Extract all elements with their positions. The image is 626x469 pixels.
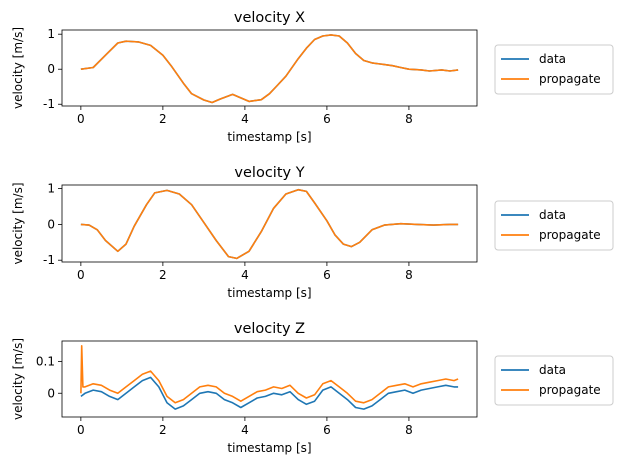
x-tick-label: 0 — [77, 423, 85, 437]
legend: data propagate — [494, 200, 614, 251]
legend-label-data: data — [539, 363, 566, 377]
x-tick-label: 6 — [323, 112, 331, 126]
chart-panel-3: velocity Z 0 2 4 6 8 0 0.1 timestamp [s] velocity… — [11, 321, 614, 455]
plot-frame — [61, 340, 478, 418]
series-line-propagate — [80, 345, 459, 404]
x-tick-label: 0 — [77, 268, 85, 282]
y-tick-label: 1 — [47, 182, 55, 196]
legend-label-propagate: propagate — [539, 383, 601, 397]
y-tick-label: -1 — [43, 97, 55, 111]
x-tick-label: 8 — [405, 268, 413, 282]
x-tick-label: 4 — [241, 268, 249, 282]
x-tick-label: 0 — [77, 112, 85, 126]
y-tick-label: 1 — [47, 27, 55, 41]
legend-box — [494, 355, 614, 406]
chart-title: velocity X — [234, 10, 305, 26]
legend-box — [494, 44, 614, 95]
y-tick-label: -1 — [43, 253, 55, 267]
x-tick-label: 6 — [323, 268, 331, 282]
series-line-data — [80, 34, 459, 104]
x-tick-label: 2 — [159, 112, 167, 126]
y-axis-label: velocity [m/s] — [11, 338, 25, 420]
x-tick-label: 4 — [241, 423, 249, 437]
x-tick-label: 2 — [159, 268, 167, 282]
x-tick-label: 4 — [241, 112, 249, 126]
legend-label-propagate: propagate — [539, 72, 601, 86]
x-tick-label: 8 — [405, 423, 413, 437]
y-tick-label: 0 — [47, 62, 55, 76]
plot-frame — [61, 184, 478, 263]
chart-panel-1: velocity X 0 2 4 6 8 -1 0 1 timestamp [s] velocity… — [11, 10, 614, 144]
series-line-propagate — [80, 34, 459, 104]
x-axis-label: timestamp [s] — [227, 441, 311, 455]
chart-panel-2: velocity Y 0 2 4 6 8 -1 0 1 timestamp [s] velocity… — [11, 165, 614, 300]
series-line-data — [80, 376, 459, 410]
y-axis-label: velocity [m/s] — [11, 182, 25, 264]
legend: data propagate — [494, 44, 614, 95]
x-tick-label: 6 — [323, 423, 331, 437]
legend-label-data: data — [539, 52, 566, 66]
x-axis-label: timestamp [s] — [227, 130, 311, 144]
legend-label-data: data — [539, 208, 566, 222]
plot-frame — [61, 29, 478, 107]
chart-title: velocity Z — [234, 321, 305, 337]
y-tick-label: 0 — [47, 217, 55, 231]
x-tick-label: 2 — [159, 423, 167, 437]
series-line-propagate — [80, 188, 459, 260]
legend-label-propagate: propagate — [539, 228, 601, 242]
x-axis-label: timestamp [s] — [227, 286, 311, 300]
x-tick-label: 8 — [405, 112, 413, 126]
y-tick-label: 0.1 — [36, 355, 55, 369]
legend-box — [494, 200, 614, 251]
legend: data propagate — [494, 355, 614, 406]
y-tick-label: 0 — [47, 386, 55, 400]
chart-title: velocity Y — [234, 165, 304, 181]
y-axis-label: velocity [m/s] — [11, 27, 25, 109]
